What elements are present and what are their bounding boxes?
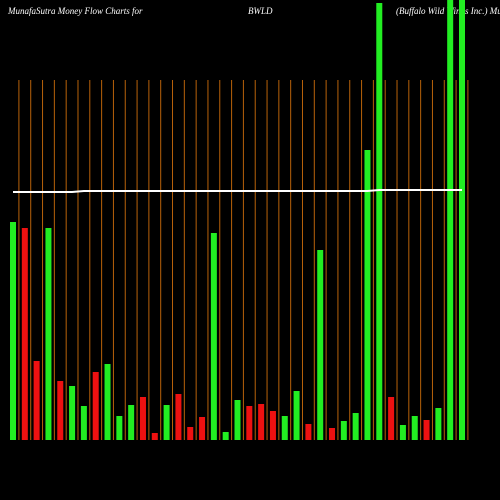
bar xyxy=(175,394,182,440)
bar xyxy=(10,222,16,440)
bar xyxy=(435,408,442,440)
bar xyxy=(222,432,229,440)
bar xyxy=(293,391,300,440)
bar xyxy=(269,411,276,440)
bar xyxy=(210,233,217,440)
bar xyxy=(352,413,359,440)
symbol: BWLD xyxy=(248,6,273,16)
chart-title: MunafaSutra Money Flow Charts for xyxy=(7,6,143,16)
bar xyxy=(128,405,135,440)
bar xyxy=(340,421,347,440)
bar xyxy=(139,397,146,440)
bar xyxy=(199,417,206,440)
bar xyxy=(92,372,99,440)
bar xyxy=(376,3,383,440)
bar xyxy=(459,0,465,440)
bar xyxy=(364,150,371,440)
money-flow-line xyxy=(13,189,462,193)
bar xyxy=(33,361,40,440)
bar xyxy=(329,428,336,440)
bar xyxy=(246,406,253,440)
bar xyxy=(163,405,170,440)
bar xyxy=(281,416,288,440)
bar xyxy=(411,416,418,440)
bar xyxy=(57,381,64,440)
bar xyxy=(234,400,241,440)
bar xyxy=(388,397,395,440)
bar xyxy=(116,416,123,440)
bar xyxy=(21,228,28,440)
bar xyxy=(423,420,430,440)
bar xyxy=(447,0,454,440)
bar xyxy=(104,364,111,440)
bar xyxy=(151,433,158,440)
bar xyxy=(69,386,76,440)
bar xyxy=(399,425,406,440)
bar xyxy=(45,228,52,440)
bar xyxy=(187,427,194,440)
bar xyxy=(258,404,265,440)
bar xyxy=(80,406,87,440)
bar xyxy=(317,250,324,440)
bar xyxy=(305,424,312,440)
